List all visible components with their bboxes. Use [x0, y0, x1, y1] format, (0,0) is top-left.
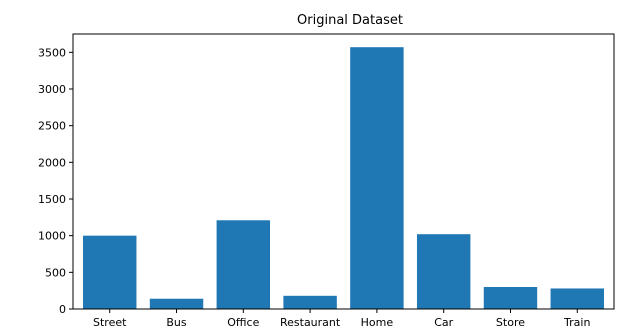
bar-car	[416, 234, 471, 309]
x-tick-label-home: Home	[361, 316, 394, 329]
x-tick-label-train: Train	[563, 316, 590, 329]
y-tick-label-2500: 2500	[38, 120, 66, 133]
bar-store	[483, 287, 538, 309]
y-tick-label-500: 500	[45, 266, 66, 279]
x-tick-label-car: Car	[434, 316, 453, 329]
bar-bus	[149, 298, 204, 309]
y-axis: 0 500 1000 1500 2000 2500 3000 3500	[38, 46, 73, 316]
x-tick-label-street: Street	[93, 316, 127, 329]
y-tick-label-0: 0	[59, 303, 66, 316]
plot-frame	[72, 33, 615, 310]
bar-restaurant	[283, 295, 337, 309]
bar-train	[550, 288, 604, 309]
x-tick-label-store: Store	[496, 316, 525, 329]
bar-street	[83, 235, 137, 309]
y-tick-label-3000: 3000	[38, 83, 66, 96]
x-tick-label-office: Office	[227, 316, 259, 329]
y-tick-label-1500: 1500	[38, 193, 66, 206]
x-axis: Street Bus Office Restaurant Home Car Store Tra…	[93, 309, 590, 329]
x-tick-label-bus: Bus	[166, 316, 187, 329]
chart-title: Original Dataset	[297, 13, 403, 28]
bars-layer	[83, 47, 604, 309]
y-tick-label-1000: 1000	[38, 230, 66, 243]
bar-office	[216, 220, 271, 309]
bar-home	[350, 47, 404, 309]
x-tick-label-restaurant: Restaurant	[280, 316, 341, 329]
y-tick-label-3500: 3500	[38, 46, 66, 59]
y-tick-label-2000: 2000	[38, 156, 66, 169]
